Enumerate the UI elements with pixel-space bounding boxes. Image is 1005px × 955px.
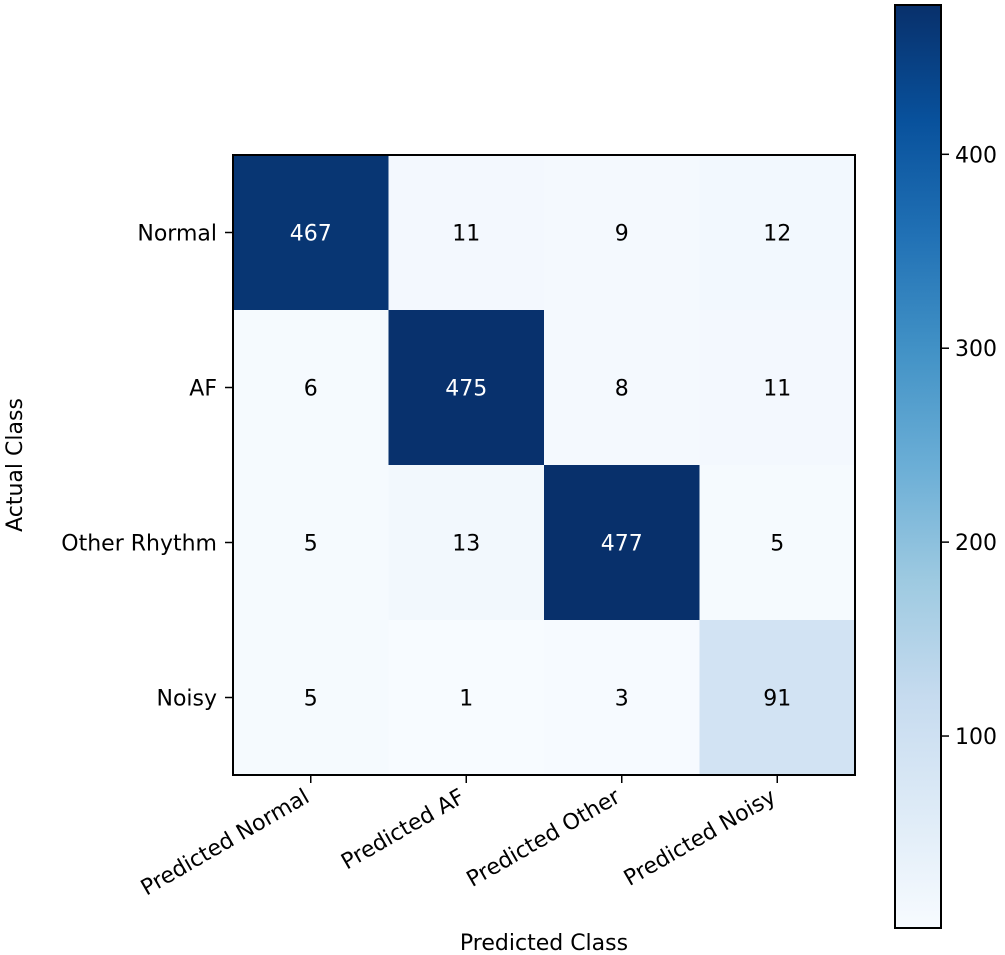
cell-value-label: 13 <box>452 532 480 557</box>
x-tick-label: Predicted Normal <box>137 785 314 902</box>
y-axis-title: Actual Class <box>3 398 28 532</box>
heatmap-cell <box>233 155 389 311</box>
heatmap-cell <box>544 465 700 621</box>
colorbar-tick-label: 300 <box>955 337 997 362</box>
cell-value-labels: 467 11 9 126 475 8 115 13 477 55 1 3 91 <box>290 222 792 712</box>
colorbar-tick-label: 200 <box>955 531 997 556</box>
cell-value-label: 11 <box>763 377 791 402</box>
cell-value-label: 3 <box>615 687 629 712</box>
heatmap-cell <box>388 465 545 621</box>
heatmap-cell <box>544 620 700 776</box>
y-axis-ticks: Normal AF Other Rhythm Noisy <box>61 222 233 712</box>
cell-value-label: 475 <box>445 377 487 402</box>
heatmap-cell <box>699 465 856 621</box>
heatmap-cell <box>388 310 545 466</box>
cell-value-label: 11 <box>452 222 480 247</box>
colorbar-tick-label: 100 <box>955 725 997 750</box>
heatmap-cell <box>699 620 856 776</box>
heatmap-cell <box>388 620 545 776</box>
heatmap-cell <box>233 620 389 776</box>
heatmap-cell <box>544 310 700 466</box>
cell-value-label: 1 <box>459 687 473 712</box>
heatmap-cell <box>699 155 856 311</box>
x-tick-label: Predicted Other <box>463 784 626 892</box>
colorbar-tick-label: 400 <box>955 143 997 168</box>
x-tick-label: Predicted AF <box>337 785 469 876</box>
heatmap-cell <box>699 310 856 466</box>
cell-value-label: 91 <box>763 687 791 712</box>
cell-value-label: 467 <box>290 222 332 247</box>
y-tick-label: Noisy <box>156 687 217 712</box>
cell-value-label: 5 <box>770 532 784 557</box>
cell-value-label: 8 <box>615 377 629 402</box>
cell-value-label: 5 <box>304 532 318 557</box>
x-tick-label: Predicted Noisy <box>620 785 780 892</box>
colorbar-ticks: 100 200 300 400 <box>941 143 997 750</box>
heatmap-cells <box>233 155 856 776</box>
y-tick-label: Normal <box>137 222 217 247</box>
heatmap-cell <box>233 465 389 621</box>
y-tick-label: Other Rhythm <box>61 532 217 557</box>
cell-value-label: 477 <box>601 532 643 557</box>
cell-value-label: 9 <box>615 222 629 247</box>
plot-frame <box>232 154 856 776</box>
cell-value-label: 5 <box>304 687 318 712</box>
heatmap-cell <box>388 155 545 311</box>
colorbar-frame <box>894 4 942 929</box>
y-tick-label: AF <box>189 377 217 402</box>
colorbar <box>895 5 941 928</box>
cell-value-label: 6 <box>304 377 318 402</box>
heatmap-cell <box>233 310 389 466</box>
cell-value-label: 12 <box>763 222 791 247</box>
x-axis-title: Predicted Class <box>460 931 628 955</box>
heatmap-cell <box>544 155 700 311</box>
